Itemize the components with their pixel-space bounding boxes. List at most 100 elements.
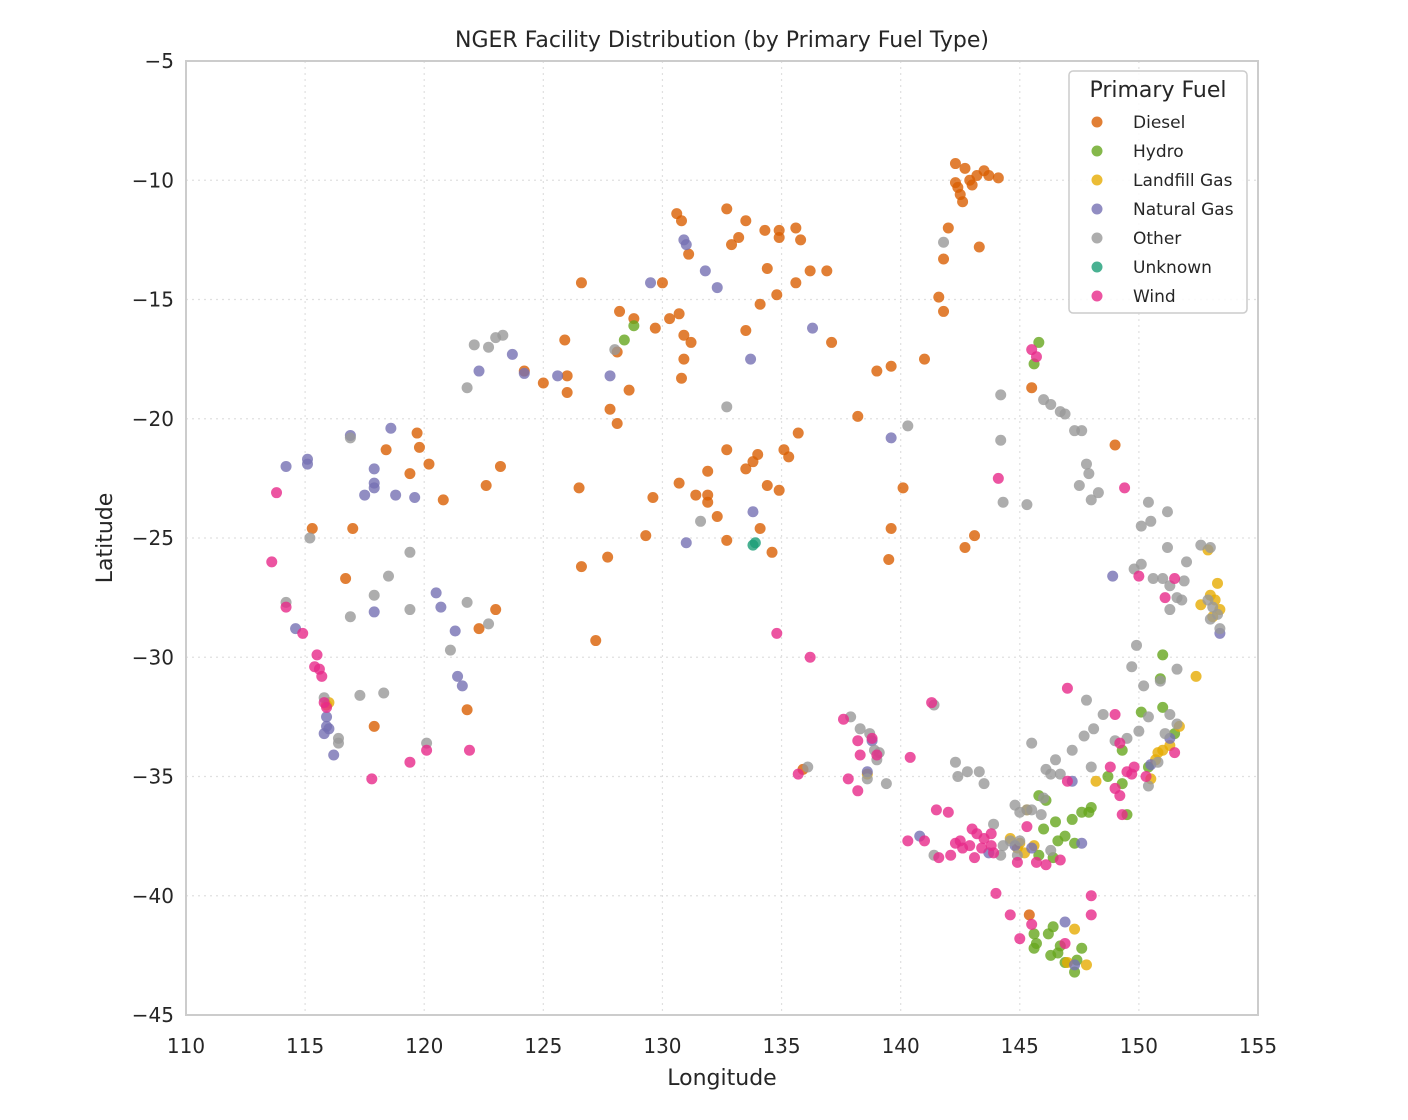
legend: Primary Fuel Diesel Hydro Landfill Gas Natu… (1068, 70, 1248, 314)
data-point (321, 701, 333, 713)
data-point (954, 835, 966, 847)
data-point (413, 441, 425, 453)
data-point (452, 670, 464, 682)
data-point (518, 367, 530, 379)
data-point (618, 334, 630, 346)
data-point (711, 511, 723, 523)
data-point (628, 320, 640, 332)
x-tick-label: 125 (524, 1034, 562, 1058)
data-point (1214, 623, 1226, 635)
data-point (711, 282, 723, 294)
data-point (1164, 604, 1176, 616)
data-point (1028, 942, 1040, 954)
chart-title: NGER Facility Distribution (by Primary F… (455, 28, 989, 53)
data-point (1152, 756, 1164, 768)
data-point (483, 618, 495, 630)
data-point (861, 773, 873, 785)
data-point (537, 377, 549, 389)
data-point (1159, 592, 1171, 604)
data-point (1157, 573, 1169, 585)
legend-label: Hydro (1133, 142, 1184, 162)
data-point (1035, 809, 1047, 821)
data-point (1181, 556, 1193, 568)
data-point (952, 181, 964, 193)
data-point (456, 680, 468, 692)
data-point (328, 749, 340, 761)
y-axis-label: Latitude (93, 493, 118, 584)
data-point (766, 546, 778, 558)
data-point (1142, 780, 1154, 792)
data-point (918, 353, 930, 365)
data-point (949, 756, 961, 768)
data-point (938, 253, 950, 265)
data-point (904, 751, 916, 763)
data-point (1021, 821, 1033, 833)
data-point (1011, 856, 1023, 868)
data-point (1085, 909, 1097, 921)
data-point (1107, 570, 1119, 582)
data-point (411, 427, 423, 439)
data-point (680, 537, 692, 549)
data-point (409, 491, 421, 503)
data-point (771, 627, 783, 639)
y-tick-label: −45 (132, 1003, 174, 1027)
data-point (1135, 558, 1147, 570)
data-point (266, 556, 278, 568)
data-point (1116, 809, 1128, 821)
data-point (1073, 480, 1085, 492)
data-point (871, 749, 883, 761)
data-point (1026, 842, 1038, 854)
data-point (1080, 694, 1092, 706)
data-point (382, 570, 394, 582)
data-point (747, 506, 759, 518)
data-point (961, 766, 973, 778)
data-point (973, 766, 985, 778)
data-point (1014, 835, 1026, 847)
data-point (1076, 425, 1088, 437)
data-point (721, 401, 733, 413)
data-point (344, 611, 356, 623)
data-point (1140, 771, 1152, 782)
data-point (1004, 909, 1016, 921)
data-point (942, 806, 954, 818)
data-point (280, 601, 292, 613)
data-point (437, 494, 449, 506)
data-point (685, 336, 697, 348)
data-point (575, 277, 587, 289)
data-point (1047, 921, 1059, 933)
data-point (885, 432, 897, 444)
data-point (1061, 775, 1073, 787)
x-tick-label: 155 (1239, 1034, 1277, 1058)
data-point (404, 546, 416, 558)
data-point (1038, 823, 1050, 835)
data-point (1076, 942, 1088, 954)
series-wind (266, 344, 1181, 949)
data-point (1045, 768, 1057, 780)
data-point (1195, 539, 1207, 551)
data-point (1026, 382, 1038, 394)
data-point (1004, 835, 1016, 847)
data-point (702, 496, 714, 508)
data-point (378, 687, 390, 699)
data-point (902, 835, 914, 847)
data-point (404, 756, 416, 768)
data-point (826, 336, 838, 348)
data-point (1085, 802, 1097, 814)
legend-label: Other (1133, 229, 1181, 249)
data-point (664, 313, 676, 325)
data-point (321, 711, 333, 723)
data-point (1059, 916, 1071, 928)
data-point (318, 728, 330, 740)
data-point (988, 818, 1000, 830)
data-point (461, 382, 473, 394)
data-point (995, 389, 1007, 401)
data-point (1054, 768, 1066, 780)
data-point (332, 737, 344, 749)
data-point (1164, 708, 1176, 720)
data-point (733, 231, 745, 243)
data-point (368, 482, 380, 494)
data-point (1090, 775, 1102, 787)
data-point (1092, 487, 1104, 499)
data-point (918, 835, 930, 847)
data-point (988, 847, 1000, 859)
